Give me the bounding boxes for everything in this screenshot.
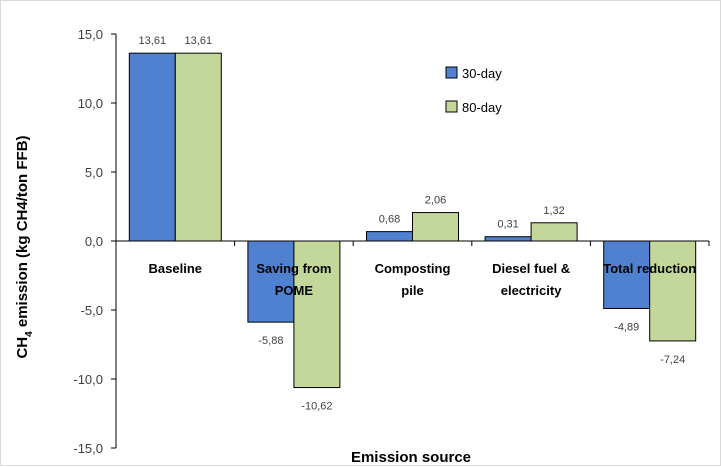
- legend-swatch-80-day: [445, 100, 458, 113]
- data-label: 13,61: [185, 35, 213, 47]
- data-label: 1,32: [543, 205, 564, 217]
- y-axis-title: CH4 emission (kg CH4/ton FFB): [14, 135, 35, 358]
- bar-30-day-3: [484, 236, 532, 242]
- data-label: 0,31: [497, 219, 518, 231]
- bar-30-day-1: [247, 240, 295, 323]
- y-axis-title-prefix: CH: [14, 337, 31, 359]
- bar-30-day-4: [603, 240, 651, 309]
- x-axis-categories: Baseline Saving from POME Composting pile Die…: [149, 261, 697, 298]
- y-axis-title-suffix: emission (kg CH4/ton FFB): [14, 135, 31, 331]
- bar-80-day-2: [412, 212, 459, 242]
- x-axis-title: Emission source: [351, 449, 471, 466]
- data-label: -7,24: [660, 354, 685, 366]
- y-axis-ticks: 15,0 10,0 5,0 0,0 -5,0 -10,0 -15,0: [73, 27, 116, 456]
- data-label: 0,68: [379, 214, 400, 226]
- bar-80-day-4: [649, 240, 697, 342]
- y-tick-label: 10,0: [78, 96, 103, 111]
- legend: 30-day 80-day: [445, 66, 502, 115]
- category-label: Baseline: [149, 261, 202, 276]
- category-label: Total reduction: [603, 261, 696, 276]
- y-axis-title-subscript: 4: [24, 331, 35, 337]
- category-label: Saving from POME: [256, 261, 331, 298]
- y-tick-label: -5,0: [81, 303, 103, 318]
- data-label: -5,88: [258, 335, 283, 347]
- y-tick-label: -10,0: [73, 372, 103, 387]
- bar-30-day-2: [366, 231, 413, 242]
- y-tick-label: 0,0: [85, 234, 103, 249]
- category-label: Diesel fuel & electricity: [492, 261, 570, 298]
- bars: [128, 52, 697, 389]
- data-label: -10,62: [301, 401, 332, 413]
- category-label: Composting pile: [375, 261, 451, 298]
- data-labels: 13,61 -5,88 0,68 0,31 -4,89 13,61 -10,62 2,06 1,…: [139, 35, 686, 412]
- y-tick-label: -15,0: [73, 441, 103, 456]
- legend-swatch-30-day: [445, 66, 458, 79]
- bar-80-day-0: [174, 52, 222, 242]
- y-tick-label: 5,0: [85, 165, 103, 180]
- data-label: 13,61: [139, 35, 167, 47]
- axes: [115, 34, 710, 448]
- data-label: -4,89: [614, 321, 639, 333]
- legend-label: 80-day: [462, 100, 502, 115]
- legend-label: 30-day: [462, 66, 502, 81]
- y-tick-label: 15,0: [78, 27, 103, 42]
- bar-30-day-0: [128, 52, 176, 242]
- bar-80-day-3: [530, 222, 578, 242]
- bar-80-day-1: [293, 240, 341, 389]
- data-label: 2,06: [425, 195, 446, 207]
